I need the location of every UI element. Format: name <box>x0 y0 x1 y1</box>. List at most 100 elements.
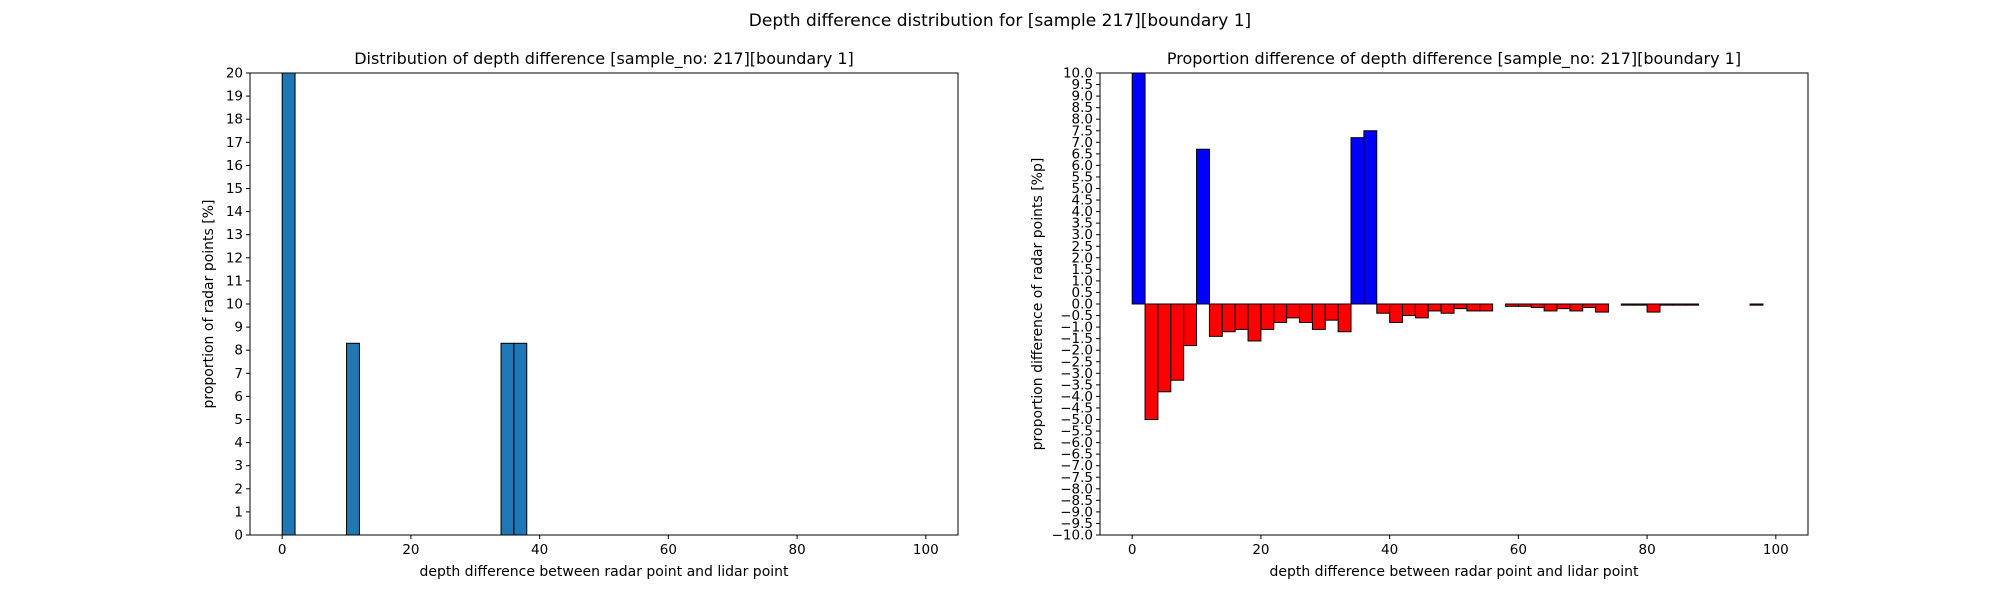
right-chart-ytick-label: −9.0 <box>1060 504 1093 520</box>
right-chart-ytick-label: −5.0 <box>1060 412 1093 428</box>
right-chart-xtick-label: 0 <box>1128 542 1137 558</box>
left-chart-ytick-label: 9 <box>234 320 243 336</box>
right-chart-xtick-label: 100 <box>1763 542 1789 558</box>
right-chart-bar <box>1517 303 1532 307</box>
right-chart-bar <box>1556 303 1571 310</box>
right-chart-bar <box>1479 303 1494 312</box>
left-chart-ytick-label: 11 <box>226 273 243 289</box>
left-chart-ytick-label: 1 <box>234 504 243 520</box>
right-chart-bar <box>1363 130 1378 305</box>
right-chart-bar <box>1659 303 1674 306</box>
left-chart-xtick-label: 20 <box>402 542 419 558</box>
right-chart-ytick-label: 7.0 <box>1072 135 1093 151</box>
right-chart-ytick-label: −3.5 <box>1060 377 1093 393</box>
right-chart-bar <box>1672 303 1687 306</box>
right-chart-ytick-label: 3.0 <box>1072 227 1093 243</box>
right-chart-xtick-label: 60 <box>1510 542 1527 558</box>
left-chart-ytick-label: 5 <box>234 412 243 428</box>
right-chart-bar <box>1453 303 1468 310</box>
right-chart-bar <box>1157 303 1172 393</box>
right-chart-bar <box>1685 303 1700 306</box>
right-chart-bar <box>1350 137 1365 305</box>
right-chart-ytick-label: 1.5 <box>1072 262 1093 278</box>
right-chart-ytick-label: 2.0 <box>1072 250 1093 266</box>
left-chart-ytick-label: 20 <box>226 66 243 82</box>
right-chart-bar <box>1376 303 1391 314</box>
left-chart-ytick-label: 17 <box>226 135 243 151</box>
left-chart-ytick-label: 19 <box>226 89 243 105</box>
right-chart-ytick-label: 8.5 <box>1072 100 1093 116</box>
right-chart-ytick-label: 6.5 <box>1072 146 1093 162</box>
left-chart-ytick-label: 2 <box>234 481 243 497</box>
right-chart-bar <box>1196 148 1210 305</box>
left-chart-ytick-label: 18 <box>226 112 243 128</box>
right-chart-ytick-label: 4.5 <box>1072 193 1093 209</box>
right-chart-ytick-label: −6.0 <box>1060 435 1093 451</box>
right-chart-bar <box>1311 303 1326 330</box>
right-chart-ytick-label: −2.5 <box>1060 354 1093 370</box>
right-chart-bar <box>1633 303 1648 306</box>
left-chart-bar <box>346 342 360 535</box>
left-chart-bar <box>513 342 528 535</box>
left-chart-ytick-label: 16 <box>226 158 243 174</box>
right-chart-bar <box>1299 303 1313 323</box>
right-chart-bar <box>1389 303 1404 323</box>
right-chart-bar <box>1144 303 1159 420</box>
right-chart-bar <box>1504 303 1519 307</box>
right-chart-ytick-label: −7.0 <box>1060 458 1093 474</box>
right-chart-ytick-label: 10.0 <box>1063 66 1093 82</box>
right-chart-bar <box>1466 303 1481 312</box>
right-chart-bar <box>1749 303 1764 306</box>
right-chart-bars <box>1131 73 1764 420</box>
right-chart-ytick-label: 0.0 <box>1072 297 1093 313</box>
right-chart-ytick-label: −9.5 <box>1060 516 1093 532</box>
right-chart-bar <box>1234 303 1249 330</box>
right-chart-ytick-label: 5.0 <box>1072 181 1093 197</box>
right-chart-bar <box>1569 303 1584 312</box>
right-chart-ytick-label: −5.5 <box>1060 424 1093 440</box>
right-chart-bar <box>1427 303 1442 312</box>
right-chart-ytick-label: −4.0 <box>1060 389 1093 405</box>
right-chart-ytick-label: 3.5 <box>1072 216 1093 232</box>
left-chart-ytick-label: 6 <box>234 389 243 405</box>
left-chart-ytick-label: 10 <box>226 297 243 313</box>
left-chart-bar <box>500 342 515 535</box>
right-chart-ytick-label: −1.0 <box>1060 320 1093 336</box>
left-chart-ytick-label: 8 <box>234 343 243 359</box>
right-chart-xtick-label: 40 <box>1381 542 1398 558</box>
right-chart-bar <box>1183 303 1198 347</box>
right-chart-xtick-label: 80 <box>1638 542 1655 558</box>
right-chart-ytick-label: 4.0 <box>1072 204 1093 220</box>
figure-suptitle: Depth difference distribution for [sampl… <box>749 11 1251 31</box>
right-chart-ytick-label: −4.5 <box>1060 400 1093 416</box>
right-chart-bar <box>1324 303 1339 321</box>
right-chart-ytick-label: −3.0 <box>1060 366 1093 382</box>
right-chart-ytick-label: 7.5 <box>1072 123 1093 139</box>
right-chart-bar <box>1440 303 1455 314</box>
right-chart-ytick-label: −2.0 <box>1060 343 1093 359</box>
right-chart-bar <box>1620 303 1635 306</box>
right-chart-xlabel: depth difference between radar point and… <box>1269 564 1639 580</box>
right-chart-bar <box>1530 303 1545 308</box>
left-chart-ytick-label: 14 <box>226 204 243 220</box>
right-chart-bar <box>1286 303 1301 319</box>
left-chart-ytick-label: 3 <box>234 458 243 474</box>
right-chart-bar <box>1131 73 1146 305</box>
right-chart-ytick-label: 0.5 <box>1072 285 1093 301</box>
right-chart-ytick-label: −8.5 <box>1060 493 1093 509</box>
right-chart-xtick-label: 20 <box>1252 542 1269 558</box>
left-chart-xtick-label: 0 <box>278 542 287 558</box>
right-chart-bar <box>1646 303 1661 313</box>
left-chart-ytick-label: 7 <box>234 366 243 382</box>
right-chart-bar <box>1337 303 1352 333</box>
right-chart-ytick-label: −0.5 <box>1060 308 1093 324</box>
right-chart-bar <box>1595 303 1609 313</box>
right-chart: Proportion difference of depth differenc… <box>1030 49 1809 580</box>
right-chart-bar <box>1170 303 1185 381</box>
right-chart-bar <box>1221 303 1236 333</box>
right-chart-bar <box>1402 303 1416 317</box>
right-chart-ytick-label: −10.0 <box>1052 528 1093 544</box>
right-chart-ytick-label: 6.0 <box>1072 158 1093 174</box>
left-chart: Distribution of depth difference [sample… <box>201 49 959 580</box>
